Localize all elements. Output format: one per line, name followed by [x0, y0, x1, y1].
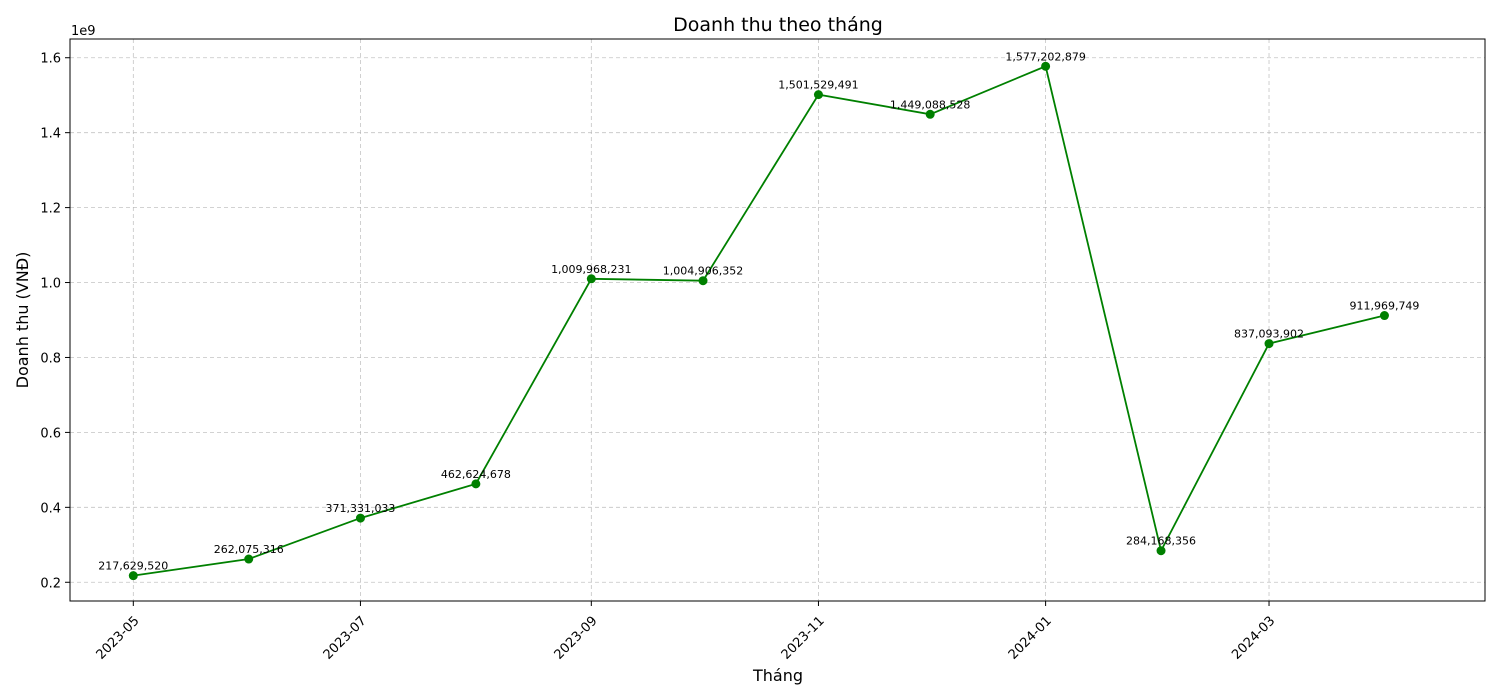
data-point: [1264, 339, 1274, 349]
data-label: 1,009,968,231: [551, 263, 631, 276]
data-label: 284,168,356: [1126, 535, 1196, 548]
data-point: [1379, 311, 1389, 321]
data-label: 1,501,529,491: [778, 79, 858, 92]
data-label: 1,449,088,528: [890, 98, 970, 111]
data-point: [698, 276, 708, 286]
data-label: 462,624,678: [441, 468, 511, 481]
data-point: [355, 513, 365, 523]
y-axis-offset-label: 1e9: [71, 24, 96, 39]
data-point: [471, 479, 481, 489]
y-tick-label: 0.6: [40, 426, 61, 441]
y-tick-label: 0.4: [40, 501, 61, 516]
data-label: 262,075,316: [214, 543, 284, 556]
x-tick-label: 2024-03: [1229, 614, 1278, 663]
series-revenue: 217,629,520 262,075,316 371,331,033 462,624…: [98, 50, 1419, 581]
data-point: [925, 109, 935, 119]
data-point: [244, 554, 254, 564]
grid-lines: [70, 39, 1485, 601]
data-label: 837,093,902: [1234, 328, 1304, 341]
data-point: [813, 90, 823, 100]
y-axis-label: Doanh thu (VNĐ): [13, 252, 32, 389]
data-label: 1,004,906,352: [663, 265, 743, 278]
x-tick-label: 2023-07: [321, 614, 370, 663]
x-tick-label: 2024-01: [1006, 614, 1055, 663]
data-label: 911,969,749: [1349, 300, 1419, 313]
y-tick-label: 0.2: [40, 576, 61, 591]
data-point: [1041, 61, 1051, 71]
x-tick-label: 2023-11: [779, 614, 828, 663]
plot-frame: [69, 38, 1486, 602]
data-point: [128, 571, 138, 581]
series-line: [133, 65, 1385, 577]
y-tick-label: 0.8: [40, 351, 61, 366]
chart-title: Doanh thu theo tháng: [673, 14, 883, 36]
data-label: 1,577,202,879: [1005, 50, 1085, 63]
data-point: [586, 274, 596, 284]
data-label: 371,331,033: [325, 502, 395, 515]
y-tick-label: 1.4: [40, 127, 61, 142]
y-tick-label: 1.6: [40, 52, 61, 67]
data-label: 217,629,520: [98, 560, 168, 573]
x-tick-label: 2023-09: [552, 614, 601, 663]
x-axis-label: Tháng: [752, 666, 803, 685]
y-tick-label: 1.0: [40, 277, 61, 292]
y-tick-label: 1.2: [40, 202, 61, 217]
x-tick-label: 2023-05: [94, 614, 143, 663]
data-point: [1156, 546, 1166, 556]
